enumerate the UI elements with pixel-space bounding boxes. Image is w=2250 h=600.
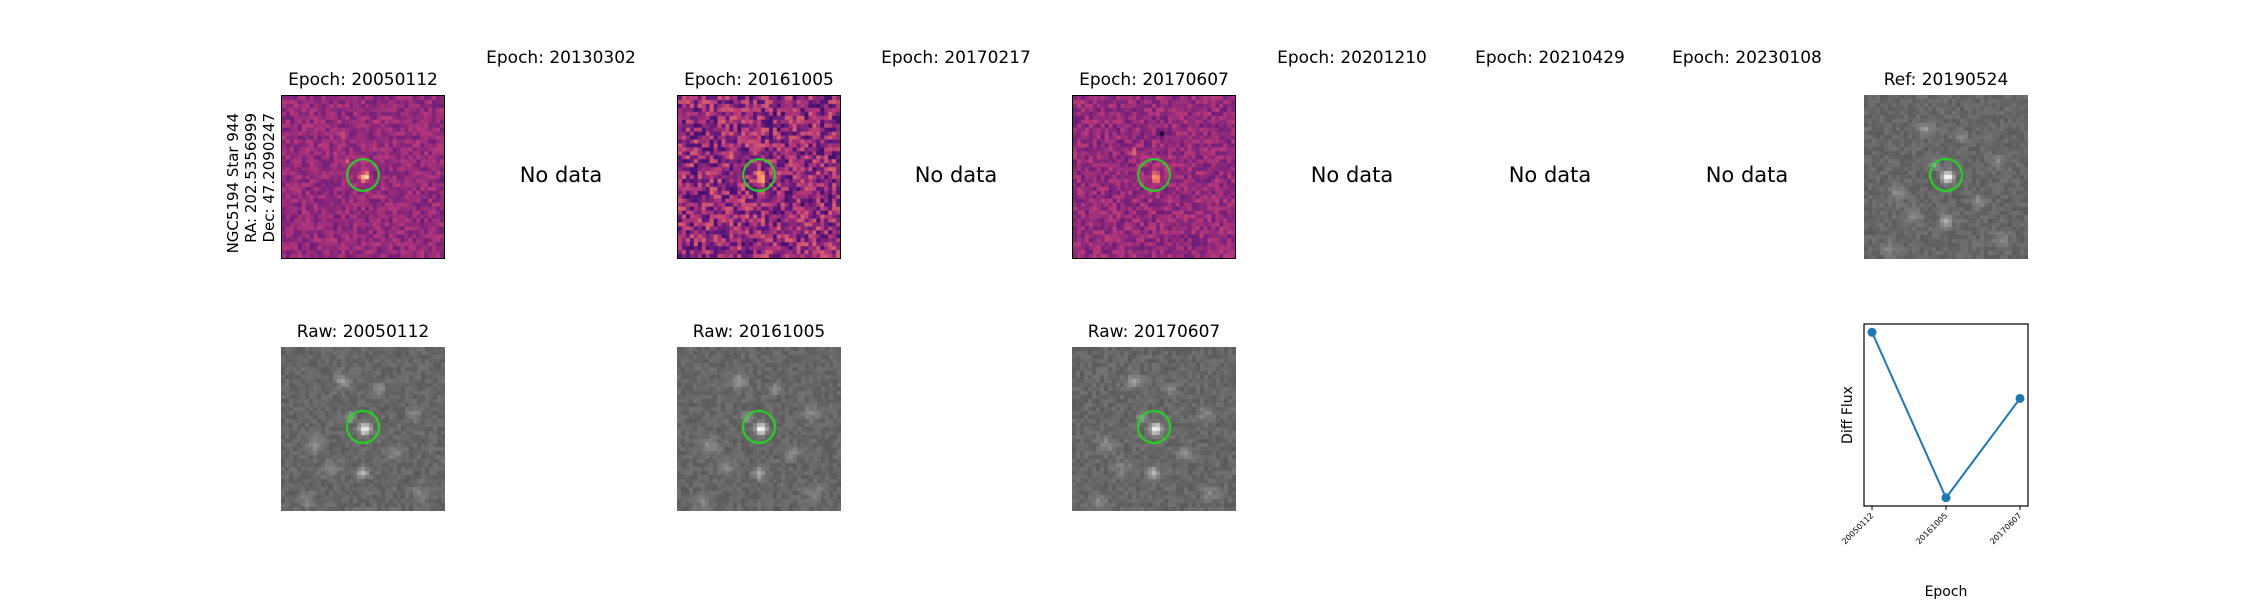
epoch-title-6: Epoch: 20201210 (1277, 48, 1427, 68)
epoch-title-4: Epoch: 20170217 (881, 48, 1031, 68)
star-name: NGC5194 Star 944 (224, 113, 242, 253)
x-tick-label: 20161005 (1914, 511, 1949, 546)
series-line (1871, 331, 2021, 500)
epoch-title-7: Epoch: 20210429 (1475, 48, 1625, 68)
raw-title-2: Raw: 20161005 (692, 322, 826, 342)
star-info-label: NGC5194 Star 944 RA: 202.5356999 Dec: 47… (222, 113, 382, 253)
reference-image (1864, 95, 2028, 259)
no-data-20170217: No data (914, 163, 998, 187)
diff-flux-chart: 20050112 20161005 20170607 Diff Flux Epoch (1840, 323, 2029, 600)
x-tick-label: 20170607 (1988, 511, 2023, 546)
no-data-20210429: No data (1508, 163, 1592, 187)
diff-image-20170607 (1072, 95, 1236, 259)
x-axis-label: Epoch (1925, 584, 1968, 600)
diff-image-20050112 (281, 95, 445, 259)
no-data-20230108: No data (1705, 163, 1789, 187)
data-point (1867, 327, 1877, 337)
star-ra: RA: 202.5356999 (242, 113, 260, 243)
raw-title-1: Raw: 20050112 (296, 322, 430, 342)
diff-image-20161005 (677, 95, 841, 259)
data-point (2015, 393, 2025, 403)
epoch-title-2: Epoch: 20130302 (486, 48, 636, 68)
no-data-20130302: No data (519, 163, 603, 187)
epoch-title-5: Epoch: 20170607 (1079, 70, 1229, 90)
epoch-title-1: Epoch: 20050112 (288, 70, 438, 90)
no-data-20201210: No data (1310, 163, 1394, 187)
y-axis-label: Diff Flux (1840, 386, 1856, 444)
raw-title-3: Raw: 20170607 (1087, 322, 1221, 342)
ref-title: Ref: 20190524 (1883, 70, 2009, 90)
chart-frame (1863, 323, 2029, 507)
star-dec: Dec: 47.2090247 (260, 113, 278, 243)
raw-image-20050112 (281, 347, 445, 511)
epoch-title-3: Epoch: 20161005 (684, 70, 834, 90)
data-point (1941, 493, 1951, 503)
x-tick-label: 20050112 (1840, 511, 1875, 546)
raw-image-20170607 (1072, 347, 1236, 511)
raw-image-20161005 (677, 347, 841, 511)
epoch-title-8: Epoch: 20230108 (1672, 48, 1822, 68)
